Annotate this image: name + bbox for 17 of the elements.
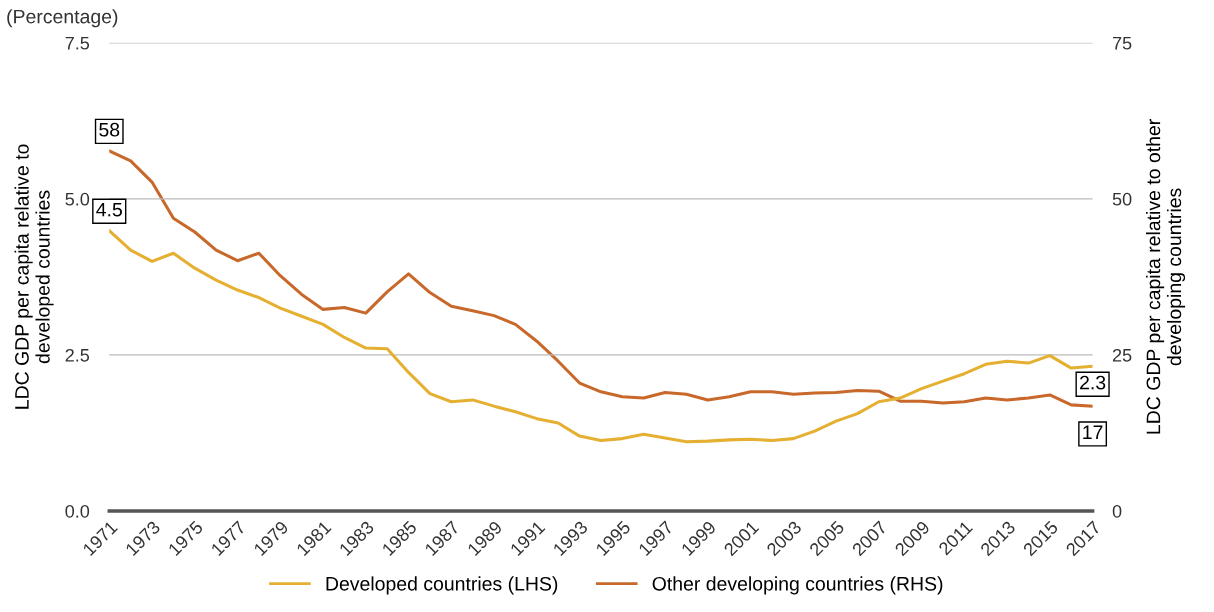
- data-label: 4.5: [96, 202, 122, 217]
- y-axis-title: LDC GDP per capita relative to developed countries: [14, 144, 54, 409]
- data-label: 58: [99, 122, 120, 137]
- y2-tick-label: 0: [1112, 504, 1122, 518]
- y2-tick-label: 50: [1112, 192, 1132, 206]
- y2-tick-label: 75: [1112, 36, 1132, 50]
- legend-label: Other developing countries (RHS): [652, 576, 943, 595]
- y2-axis-title: LDC GDP per capita relative to other developing countries: [1146, 119, 1186, 434]
- data-label: 2.3: [1080, 375, 1106, 390]
- y-tick-label: 5.0: [65, 192, 90, 206]
- y-tick-label: 2.5: [65, 348, 90, 362]
- y-tick-label: 0.0: [65, 504, 90, 518]
- y2-tick-label: 25: [1112, 348, 1132, 362]
- legend-label: Developed countries (LHS): [326, 576, 558, 595]
- data-label: 17: [1083, 425, 1103, 439]
- chart-subtitle: (Percentage): [7, 9, 118, 28]
- y-tick-label: 7.5: [65, 36, 90, 50]
